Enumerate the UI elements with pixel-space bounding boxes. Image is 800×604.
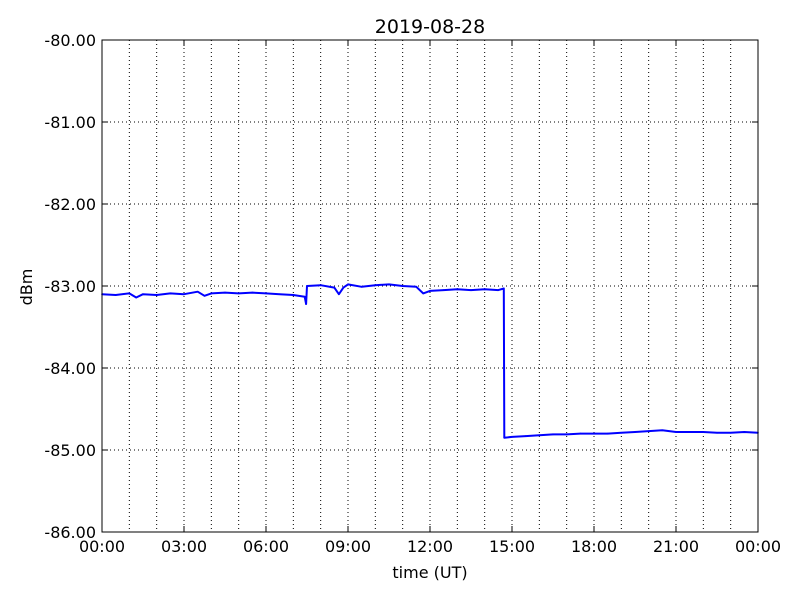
data-point xyxy=(135,296,137,299)
data-point xyxy=(401,285,404,287)
data-point xyxy=(511,436,513,438)
chart-title: 2019-08-28 xyxy=(375,16,485,38)
x-tick-label: 09:00 xyxy=(325,537,371,556)
data-point xyxy=(634,431,636,433)
data-point xyxy=(155,294,158,296)
data-point xyxy=(620,431,623,434)
data-point xyxy=(278,293,281,296)
data-point xyxy=(565,433,568,436)
data-point xyxy=(196,290,199,293)
data-point xyxy=(303,295,306,298)
data-point xyxy=(552,433,554,436)
data-point xyxy=(702,431,705,433)
data-point xyxy=(210,292,213,295)
data-point xyxy=(128,292,131,295)
data-point xyxy=(524,435,527,437)
data-point xyxy=(415,286,418,288)
data-point xyxy=(538,434,541,437)
data-point xyxy=(593,432,595,435)
data-point xyxy=(483,288,486,291)
y-tick-label: -86.00 xyxy=(44,523,96,542)
plot-area xyxy=(101,283,759,439)
x-tick-label: 00:00 xyxy=(735,537,781,556)
data-point xyxy=(661,429,664,432)
data-point xyxy=(503,436,506,439)
data-point xyxy=(347,283,349,286)
data-point xyxy=(422,292,424,295)
data-point xyxy=(374,284,377,286)
x-tick-label: 21:00 xyxy=(653,537,699,556)
data-point xyxy=(360,286,363,288)
data-point xyxy=(442,289,445,291)
x-tick-label: 15:00 xyxy=(489,537,535,556)
data-point xyxy=(606,432,609,435)
data-point xyxy=(251,291,254,294)
ticks: 00:00 03:00 06:00 09:00 12:00 15:00 18:00 21:00… xyxy=(44,31,781,556)
x-tick-label: 06:00 xyxy=(243,537,289,556)
y-tick-label: -83.00 xyxy=(44,277,96,296)
data-point xyxy=(203,295,206,297)
data-point xyxy=(142,293,144,296)
grid xyxy=(102,40,758,532)
data-point xyxy=(338,293,340,296)
data-point xyxy=(319,284,322,286)
data-point xyxy=(456,288,459,291)
data-point xyxy=(305,303,307,305)
data-point xyxy=(579,432,582,435)
x-axis-label: time (UT) xyxy=(392,563,467,582)
data-point xyxy=(114,294,117,296)
data-point xyxy=(388,283,390,286)
data-point xyxy=(716,431,718,434)
data-point xyxy=(169,292,172,295)
y-axis-label: dBm xyxy=(17,269,36,306)
data-point xyxy=(333,286,336,289)
data-point xyxy=(470,289,472,291)
y-tick-label: -81.00 xyxy=(44,113,96,132)
data-point xyxy=(743,431,746,433)
data-point xyxy=(265,292,267,295)
y-tick-label: -82.00 xyxy=(44,195,96,214)
x-tick-label: 03:00 xyxy=(161,537,207,556)
data-point xyxy=(306,285,308,287)
data-point xyxy=(429,290,431,292)
data-point xyxy=(688,431,691,433)
data-point xyxy=(237,292,240,295)
data-point xyxy=(292,294,295,296)
y-tick-label: -85.00 xyxy=(44,441,96,460)
x-tick-label: 18:00 xyxy=(571,537,617,556)
x-tick-label: 12:00 xyxy=(407,537,453,556)
data-point xyxy=(183,293,185,296)
data-point xyxy=(675,431,677,433)
x-tick-label: 00:00 xyxy=(79,537,125,556)
data-point xyxy=(729,431,732,434)
data-point xyxy=(647,430,650,432)
y-tick-label: -84.00 xyxy=(44,359,96,378)
y-tick-label: -80.00 xyxy=(44,31,96,50)
data-point xyxy=(497,289,500,291)
data-point xyxy=(342,286,345,289)
series-line xyxy=(101,283,759,439)
data-point xyxy=(224,291,226,294)
data-point xyxy=(503,287,505,290)
